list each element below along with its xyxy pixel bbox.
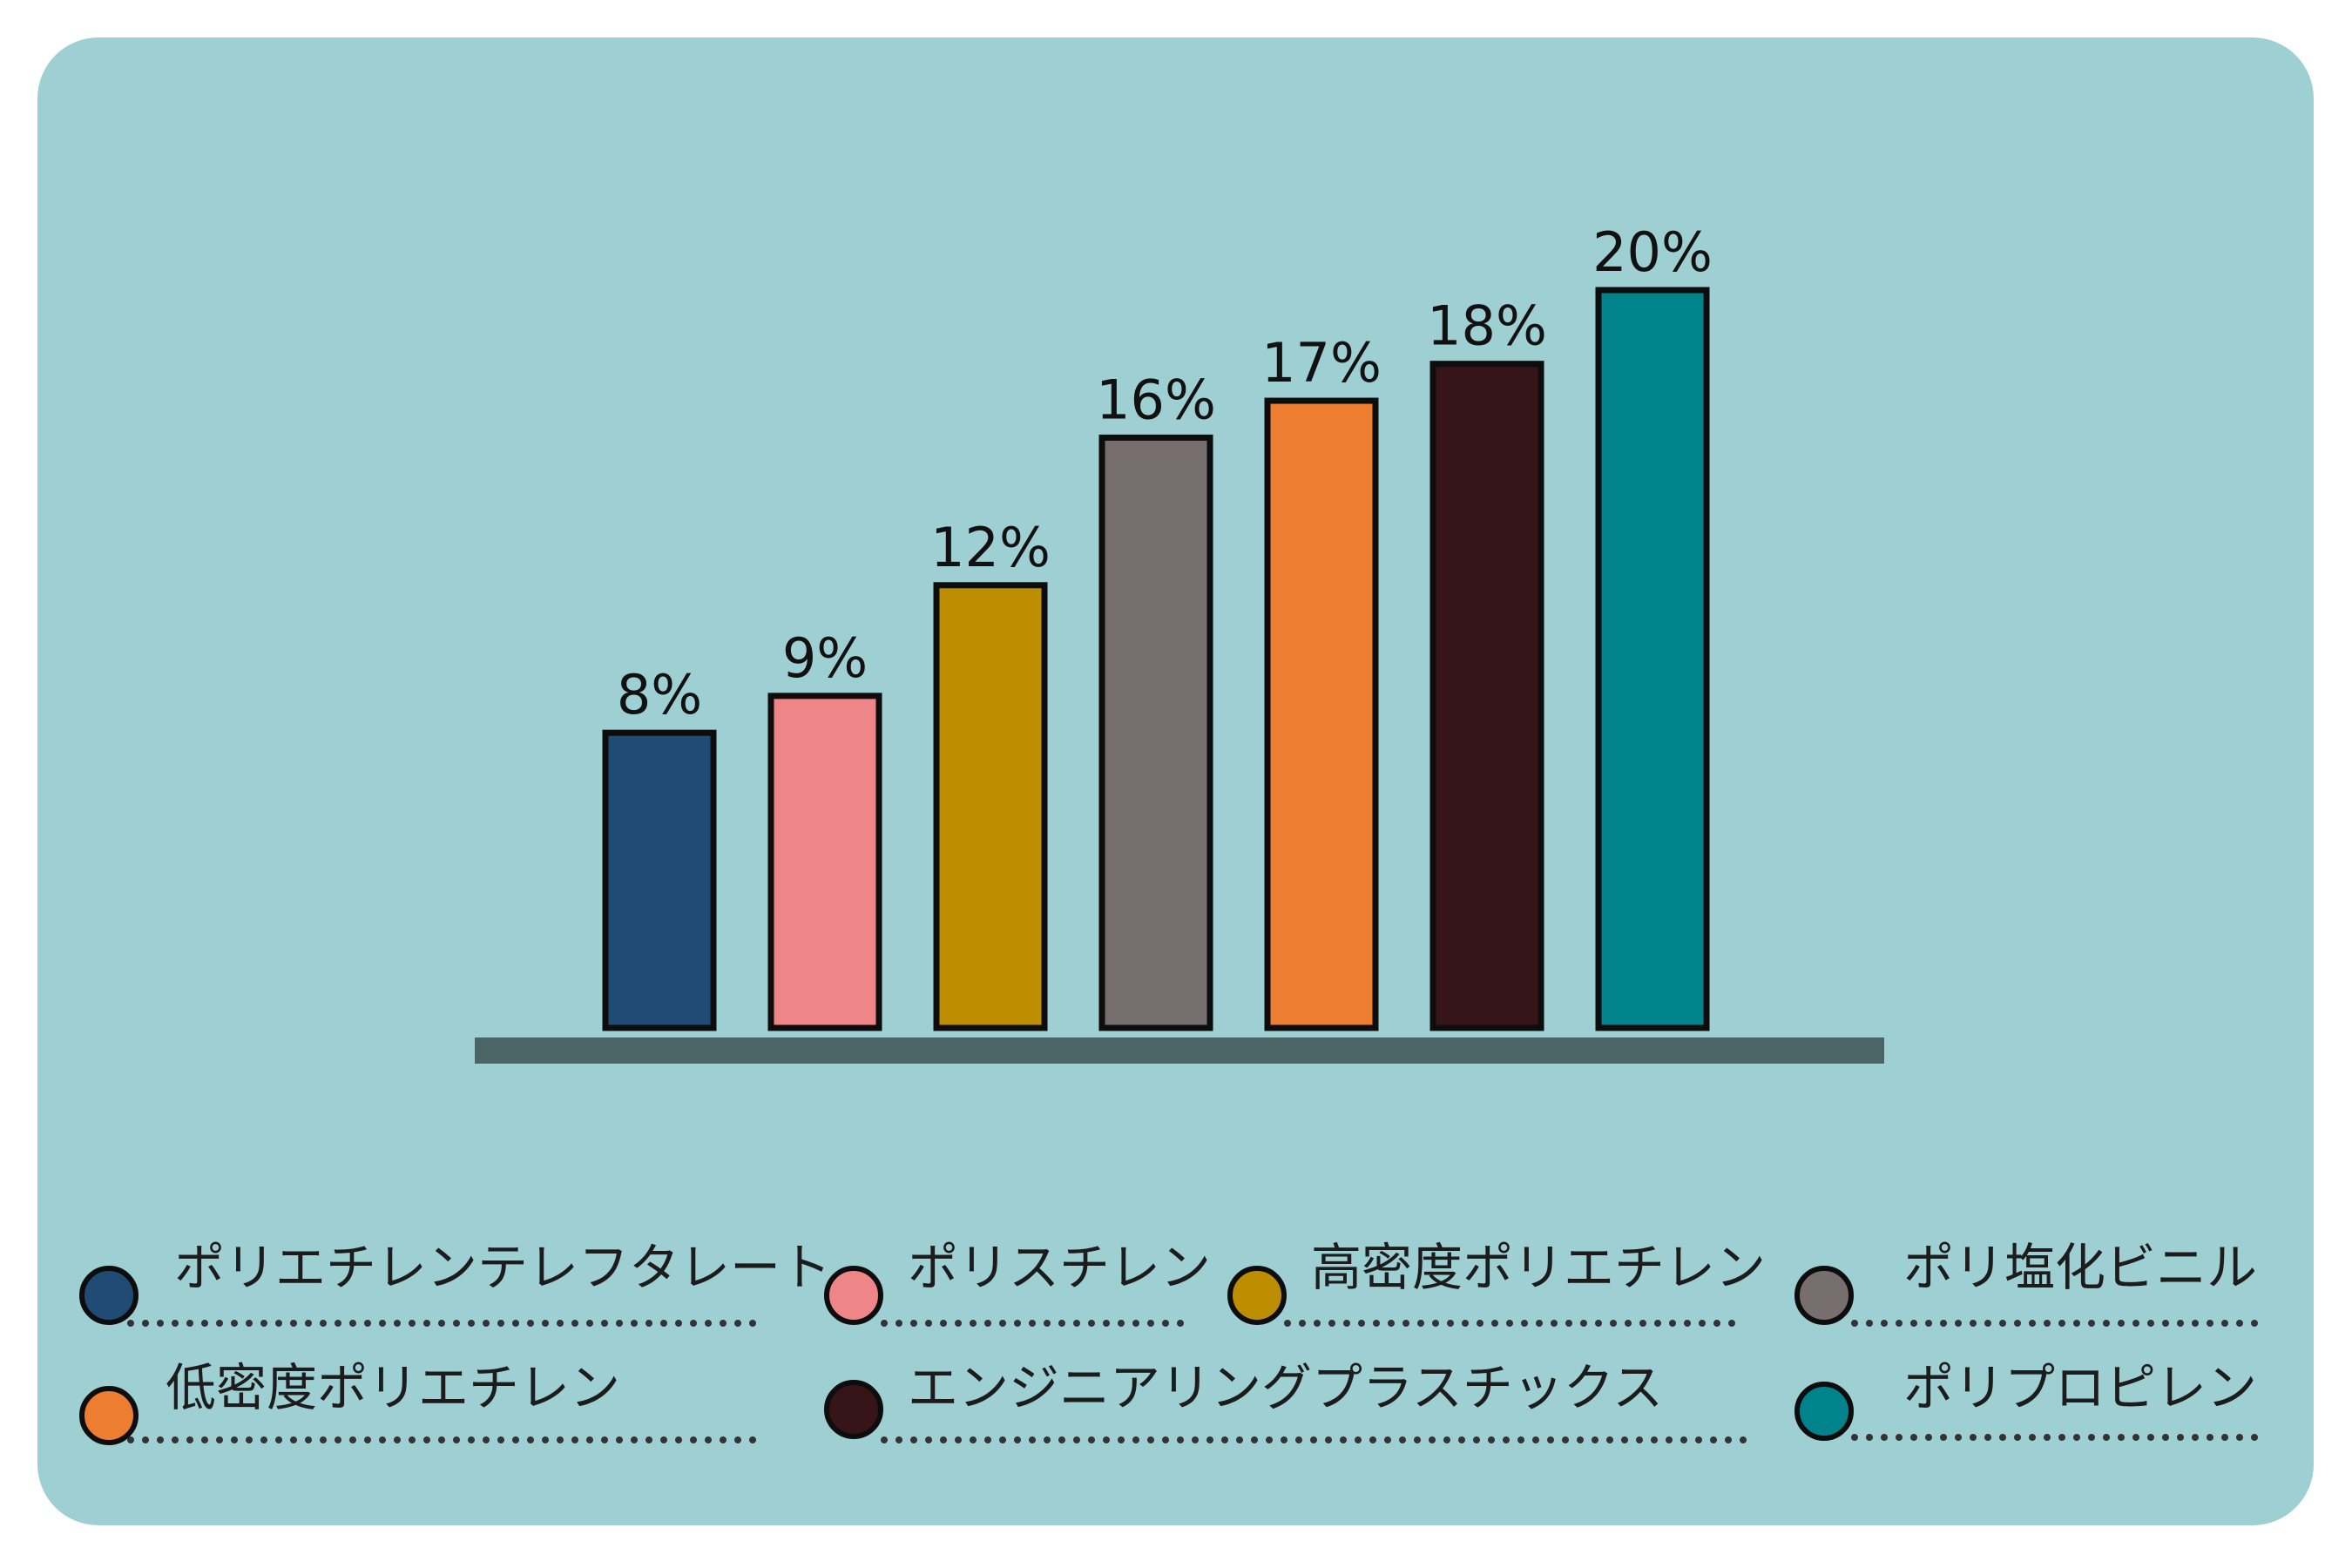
legend-label: ポリプロピレン xyxy=(1903,1358,2257,1417)
legend-swatch xyxy=(1227,1266,1287,1325)
legend-item: 低密度ポリエチレン xyxy=(79,1358,758,1445)
legend-item: エンジニアリングプラスチックス xyxy=(824,1358,1747,1443)
bar-6 xyxy=(1429,361,1544,1031)
legend-label: エンジニアリングプラスチックス xyxy=(908,1358,1663,1417)
bar-3 xyxy=(933,582,1048,1031)
legend: ポリエチレンテレフタレート ポリスチレン 高密度ポリエチレン ポリ塩化ビニル低密度ポリ… xyxy=(79,1238,2267,1445)
legend-item: ポリエチレンテレフタレート xyxy=(79,1238,831,1327)
legend-item: ポリ塩化ビニル xyxy=(1794,1238,2267,1327)
bar-value-label: 16% xyxy=(1096,368,1216,431)
legend-item: ポリスチレン xyxy=(824,1238,1211,1327)
bar-value-label: 8% xyxy=(617,663,702,727)
bar-value-label: 17% xyxy=(1261,331,1382,395)
legend-label: 高密度ポリエチレン xyxy=(1311,1238,1766,1297)
legend-swatch xyxy=(1794,1266,1854,1325)
legend-label: ポリ塩化ビニル xyxy=(1903,1238,2257,1297)
bar-4 xyxy=(1098,434,1213,1031)
legend-swatch xyxy=(824,1266,883,1325)
bar-5 xyxy=(1264,397,1379,1031)
legend-label: ポリスチレン xyxy=(908,1238,1211,1297)
legend-label: ポリエチレンテレフタレート xyxy=(174,1238,831,1297)
legend-swatch xyxy=(79,1266,139,1325)
value-labels-group: 8% 9% 12% 16% 17% 18% 20% xyxy=(617,220,1713,727)
chart-baseline xyxy=(475,1037,1884,1064)
legend-swatch xyxy=(824,1380,883,1439)
legend-item: 高密度ポリエチレン xyxy=(1227,1238,1766,1327)
bar-value-label: 12% xyxy=(930,516,1051,579)
legend-label: 低密度ポリエチレン xyxy=(166,1358,620,1417)
bar-value-label: 20% xyxy=(1592,220,1713,284)
bar-value-label: 9% xyxy=(782,626,868,690)
legend-swatch xyxy=(79,1386,139,1445)
legend-swatch xyxy=(1794,1382,1854,1441)
legend-item: ポリプロピレン xyxy=(1794,1358,2267,1441)
bars-group xyxy=(602,287,1710,1031)
bar-2 xyxy=(767,693,882,1031)
bar-value-label: 18% xyxy=(1427,294,1547,358)
bar-7 xyxy=(1595,287,1710,1031)
bar-1 xyxy=(602,729,717,1031)
